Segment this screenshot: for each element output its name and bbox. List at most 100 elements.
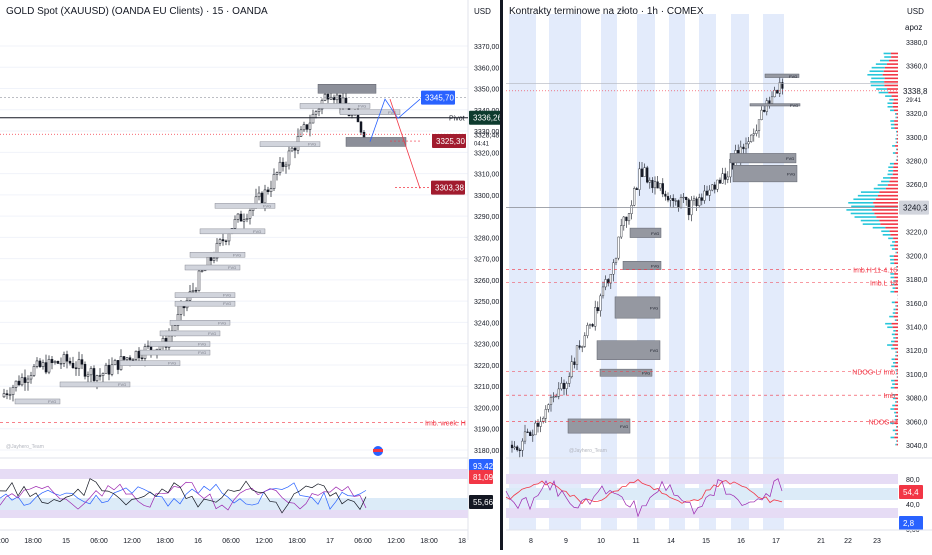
left-candle-body: [12, 387, 14, 394]
right-osc-tick: 40,0: [906, 502, 920, 509]
left-candle-body: [276, 173, 278, 175]
right-scale-mode[interactable]: apoz: [905, 23, 922, 32]
right-candle-body: [748, 142, 750, 144]
left-candle-body: [87, 375, 89, 376]
right-profile-bar: [887, 102, 892, 104]
left-pivot-label: Pivot: [449, 116, 465, 123]
right-price-tick: 3300,0: [906, 135, 928, 142]
right-candle-body: [717, 180, 719, 189]
right-level-label: NDOG-L/ Imb.: [852, 370, 897, 377]
right-candle-body: [701, 198, 703, 201]
right-profile-bar: [890, 262, 894, 264]
right-profile-bar: [880, 60, 889, 62]
left-candle-body: [141, 358, 143, 359]
left-candle-body: [18, 381, 20, 385]
right-price-tick: 3140,0: [906, 324, 928, 331]
left-time-tick: 12:00: [0, 538, 9, 545]
right-candle-body: [631, 205, 633, 213]
left-candle-body: [36, 361, 38, 366]
right-profile-bar: [872, 209, 898, 211]
right-profile-bar: [874, 188, 886, 190]
right-candle-body: [756, 131, 758, 134]
right-profile-bar: [853, 198, 875, 200]
left-candle-body: [30, 376, 32, 380]
right-profile-bar: [896, 252, 897, 254]
left-candle-body: [63, 354, 65, 363]
left-time-tick: 06:00: [354, 538, 372, 545]
left-candle-body: [33, 366, 35, 375]
left-candle-body: [147, 346, 149, 347]
right-profile-bar: [879, 92, 889, 94]
left-candle-body: [234, 219, 236, 228]
left-countdown-label: 04:41: [474, 141, 490, 147]
left-price-tick: 3250,00: [474, 299, 499, 306]
right-profile-bar: [892, 383, 895, 385]
right-profile-bar: [861, 191, 880, 193]
right-profile-bar: [897, 142, 898, 144]
right-profile-bar: [892, 302, 895, 304]
right-profile-bar: [897, 440, 898, 442]
left-osc-value-tag-text: 55,66: [473, 498, 494, 507]
left-candle-body: [54, 361, 56, 363]
right-profile-bar: [891, 437, 895, 439]
right-candle-body: [662, 183, 664, 194]
left-candle-body: [258, 193, 260, 197]
left-candle-body: [237, 214, 239, 219]
right-profile-bar: [890, 408, 894, 410]
left-candle-body: [309, 123, 311, 129]
right-profile-bar: [871, 78, 884, 80]
right-profile-bar: [895, 138, 896, 140]
left-fvg-label: FVG: [253, 229, 261, 234]
left-candle-body: [210, 257, 212, 261]
right-profile-bar: [887, 344, 892, 346]
left-candle-body: [240, 214, 242, 221]
right-profile-bar: [890, 255, 894, 257]
left-candle-body: [102, 373, 104, 375]
right-candle-body: [646, 168, 648, 183]
right-profile-bar: [893, 337, 895, 339]
right-candle-body: [514, 447, 516, 448]
left-candle-body: [3, 394, 5, 397]
right-candle-body: [745, 144, 747, 149]
right-profile-bar: [888, 170, 893, 172]
right-profile-bar: [895, 383, 898, 385]
right-candle-body: [675, 201, 677, 202]
right-candle-body: [597, 307, 599, 310]
right-profile-bar: [897, 266, 898, 268]
right-profile-bar: [880, 223, 898, 225]
right-profile-bar: [884, 56, 891, 58]
left-candle-body: [222, 240, 224, 241]
right-candle-body: [652, 180, 654, 188]
right-profile-bar: [896, 415, 898, 417]
left-candle-body: [132, 359, 134, 360]
right-price-tick: 3360,0: [906, 64, 928, 71]
right-profile-bar: [895, 334, 898, 336]
right-time-tick: 21: [817, 538, 825, 545]
right-candle-body: [527, 432, 529, 433]
left-fvg-label: FVG: [48, 399, 56, 404]
right-candle-body: [743, 147, 745, 149]
right-profile-bar: [892, 334, 895, 336]
right-profile-bar: [888, 166, 893, 168]
right-profile-bar: [861, 220, 880, 222]
right-countdown-label: 29:41: [906, 98, 922, 104]
left-fvg-label: FVG: [198, 350, 206, 355]
right-candle-body: [633, 188, 635, 205]
left-candle-body: [294, 148, 296, 150]
right-profile-bar: [887, 326, 892, 328]
left-candle-body: [318, 109, 320, 112]
right-fvg-label: FVG: [620, 424, 628, 429]
left-candle-body: [279, 162, 281, 172]
right-profile-bar: [875, 206, 898, 208]
right-profile-bar: [891, 56, 898, 58]
right-profile-bar: [895, 341, 898, 343]
right-time-tick: 8: [529, 538, 533, 545]
left-fvg-label: FVG: [263, 203, 271, 208]
left-candle-body: [228, 234, 230, 241]
right-profile-bar: [876, 88, 887, 90]
right-watermark: @Jayhero_Team: [569, 448, 607, 454]
left-candle-body: [24, 378, 26, 383]
right-profile-bar: [895, 319, 897, 321]
right-profile-bar: [886, 188, 898, 190]
